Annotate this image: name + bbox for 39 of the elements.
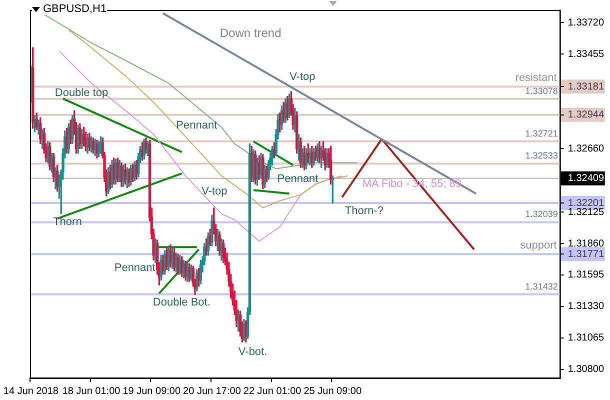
y-tick-label: 1.32125 [568,206,604,218]
y-tick-label: 1.31065 [568,332,604,344]
ref-line-label: 1.32533 [525,150,558,161]
y-tick-label: 1.31860 [568,238,604,250]
x-tick-label: 19 Jun 09:00 [122,386,181,397]
annotation: Thorn-? [344,204,384,217]
ref-line-label: 1.32039 [525,209,558,220]
series-label: Down trend [220,26,282,40]
annotation: Pennant [277,173,318,186]
annotation: V-top [290,70,316,83]
y-tick-label: 1.30800 [568,364,604,376]
ref-line-label: 1.33078 [525,86,558,96]
annotation: V-bot. [238,346,268,358]
x-tick-label: 18 Jun 01:00 [62,386,121,397]
annotation: resistant [515,72,557,84]
x-tick-label: 20 Jun 17:00 [183,386,242,397]
y-tick-label: 1.32409 [568,173,604,184]
y-tick-label: 1.31330 [568,301,604,312]
y-tick-label: 1.32944 [568,110,604,121]
y-tick-label: 1.31595 [568,270,604,281]
ref-line-label: 1.32721 [525,128,558,138]
y-tick-label: 1.31771 [568,248,604,260]
annotation: Thorn [53,216,82,228]
y-tick-label: 1.32201 [568,198,604,209]
y-tick-label: 1.33455 [568,48,604,60]
annotation: Double Bot. [152,296,210,309]
x-tick-label: 22 Jun 01:00 [243,386,302,397]
annotation: Pennant [176,120,218,132]
annotation: Pennant [114,262,156,274]
y-tick-label: 1.33181 [568,81,604,92]
x-tick-label: 25 Jun 09:00 [304,386,362,397]
chart-title: GBPUSD,H1 [43,3,107,15]
annotation: Double top [54,87,108,100]
y-tick-label: 1.33720 [568,17,604,28]
ref-line-label: 1.31432 [525,281,558,292]
x-tick-label: 14 Jun 2018 [3,386,59,397]
annotation: V-top [202,186,228,198]
y-tick-label: 1.32660 [568,143,604,154]
annotation: support [520,240,557,252]
